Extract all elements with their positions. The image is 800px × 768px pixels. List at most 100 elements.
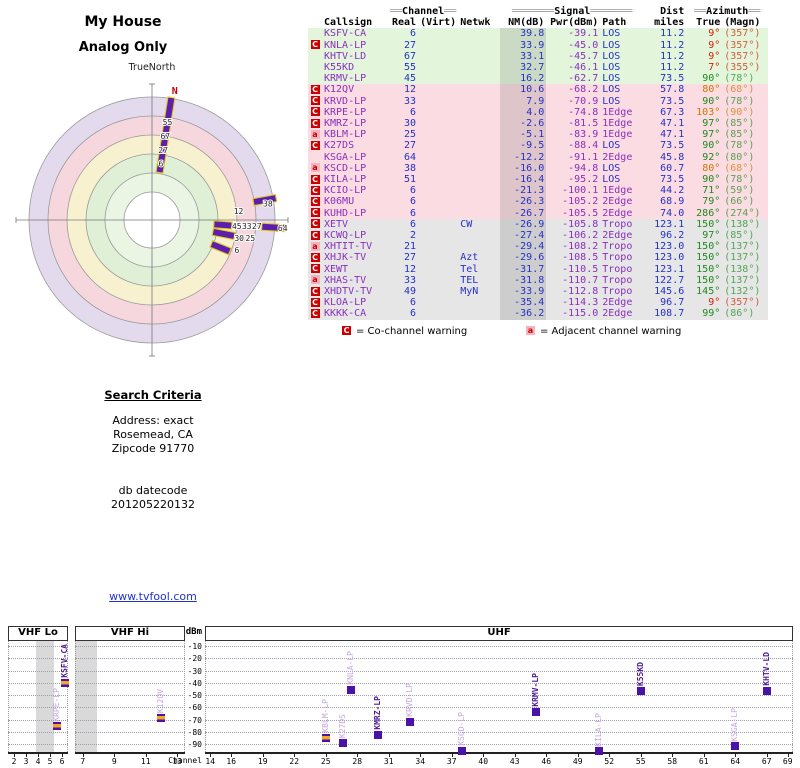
azimuth-magnetic: (355°) — [724, 62, 761, 74]
station-row: C KNLA-LP 27 33.9 -45.0 LOS 11.2 9° (357°) — [308, 39, 769, 51]
gridline — [8, 707, 68, 709]
axis-tick — [514, 754, 516, 757]
channel-tick-label: 58 — [667, 757, 678, 766]
azimuth-true: 150° — [696, 252, 721, 264]
signal-direction-marker — [211, 227, 236, 241]
callsign-link[interactable]: KRMV-LP — [324, 73, 367, 85]
callsign-link[interactable]: KSGA-LP — [324, 151, 367, 163]
band-header: VHF Lo — [8, 626, 68, 641]
dbm-tick-label: -20 — [187, 654, 202, 664]
callsign-link[interactable]: KCWQ-LP — [324, 230, 367, 242]
real-channel: 6 — [410, 185, 417, 197]
real-channel: 33 — [404, 95, 417, 107]
signal-bar — [458, 746, 467, 755]
table-column-header: Callsign — [324, 17, 373, 29]
dbm-tick-label: -40 — [187, 678, 202, 688]
power-dbm: -105.5 — [562, 207, 599, 219]
axis-tick — [766, 754, 768, 757]
station-label: KSFV-CA — [60, 643, 69, 678]
azimuth-true: 150° — [696, 274, 721, 286]
axis-tick — [50, 754, 51, 757]
noise-margin: 10.6 — [500, 84, 547, 96]
azimuth-true: 80° — [702, 162, 721, 174]
axis-tick — [145, 754, 147, 757]
station-row: K55KD 55 32.7 -46.1 LOS 11.2 7° (355°) — [308, 62, 769, 74]
power-dbm: -88.4 — [568, 140, 599, 152]
distance-miles: 123.0 — [654, 241, 685, 253]
callsign-link[interactable]: KSCD-LP — [324, 162, 367, 174]
callsign-link[interactable]: KCIO-LP — [324, 185, 367, 197]
virtual-channel — [418, 163, 458, 174]
network — [458, 152, 500, 163]
callsign-link[interactable]: XETV — [324, 218, 349, 230]
axis-tick — [609, 754, 611, 757]
noise-margin: -26.9 — [500, 218, 547, 231]
callsign-link[interactable]: K06MU — [324, 196, 355, 208]
tvfool-link[interactable]: www.tvfool.com — [109, 590, 197, 603]
gridline — [205, 646, 793, 647]
callsign-link[interactable]: KKKK-CA — [324, 308, 367, 320]
virtual-channel — [418, 118, 458, 129]
real-channel: 51 — [404, 174, 417, 186]
station-row: KHTV-LD 67 33.1 -45.7 LOS 11.2 9° (357°) — [308, 50, 769, 63]
real-channel: 6 — [410, 207, 417, 219]
warning-badge: C — [310, 84, 320, 94]
callsign-link[interactable]: KILA-LP — [324, 174, 367, 186]
noise-margin: -16.4 — [500, 174, 547, 186]
callsign-link[interactable]: XHJK-TV — [324, 252, 367, 264]
real-channel: 45 — [404, 73, 417, 85]
azimuth-magnetic: (137°) — [724, 252, 761, 264]
callsign-link[interactable]: KRVD-LP — [324, 95, 367, 107]
azimuth-magnetic: (59°) — [724, 185, 755, 197]
gridline — [8, 719, 68, 721]
warning-badge-empty — [308, 28, 322, 39]
callsign-link[interactable]: KBLM-LP — [324, 129, 367, 141]
callsign-link[interactable]: K55KD — [324, 62, 355, 74]
polar-channel-label: 45 — [232, 222, 242, 231]
noise-margin: -9.5 — [500, 140, 547, 152]
callsign-link[interactable]: K12QV — [324, 84, 355, 96]
gridline — [8, 695, 68, 696]
axis-tick — [38, 754, 39, 757]
channel-axis-label: Channel — [168, 756, 202, 765]
signal-bar — [346, 685, 355, 694]
azimuth-true: 99° — [702, 308, 721, 320]
callsign-link[interactable]: XHAS-TV — [324, 274, 367, 286]
signal-bar — [374, 730, 383, 739]
network — [458, 163, 500, 174]
callsign-link[interactable]: KMRZ-LP — [324, 118, 367, 130]
callsign-link[interactable]: XEWT — [324, 263, 349, 275]
noise-margin: -16.0 — [500, 162, 547, 175]
dbm-tick-label: -70 — [187, 715, 202, 725]
callsign-link[interactable]: KUHD-LP — [324, 207, 367, 219]
legend-co-channel: C = Co-channel warning — [342, 326, 467, 337]
callsign-link[interactable]: KSFV-CA — [324, 28, 367, 40]
virtual-channel — [418, 241, 458, 252]
callsign-link[interactable]: KLOA-LP — [324, 297, 367, 309]
callsign-link[interactable]: K27DS — [324, 140, 355, 152]
network — [458, 73, 500, 84]
callsign-link[interactable]: KNLA-LP — [324, 39, 367, 51]
callsign-link[interactable]: KHTV-LD — [324, 50, 367, 62]
criteria-line: Address: exact — [112, 414, 194, 427]
table-column-header: (Virt) — [420, 17, 457, 29]
callsign-link[interactable]: XHTIT-TV — [324, 241, 373, 253]
distance-miles: 11.2 — [660, 62, 685, 74]
power-dbm: -39.1 — [568, 28, 599, 40]
warning-badge: C — [310, 252, 320, 262]
channel-tick-label: 46 — [541, 757, 552, 766]
network: MyN — [460, 286, 479, 298]
table-column-header: (Magn) — [724, 17, 761, 29]
signal-path: 1Edge — [602, 129, 633, 141]
gridline — [205, 707, 793, 709]
real-channel: 6 — [410, 196, 417, 208]
noise-margin: -21.3 — [500, 185, 547, 197]
callsign-link[interactable]: XHDTV-TV — [324, 286, 373, 298]
callsign-link[interactable]: KRPE-LP — [324, 106, 367, 118]
real-channel: 6 — [410, 106, 417, 118]
azimuth-magnetic: (78°) — [724, 95, 755, 107]
axis-tick — [114, 754, 116, 757]
virtual-channel — [418, 308, 458, 319]
station-row: a XHAS-TV 33 TEL -31.8 -110.7 Tropo 122.7 150° (1… — [308, 274, 769, 287]
azimuth-true: 286° — [696, 207, 721, 219]
